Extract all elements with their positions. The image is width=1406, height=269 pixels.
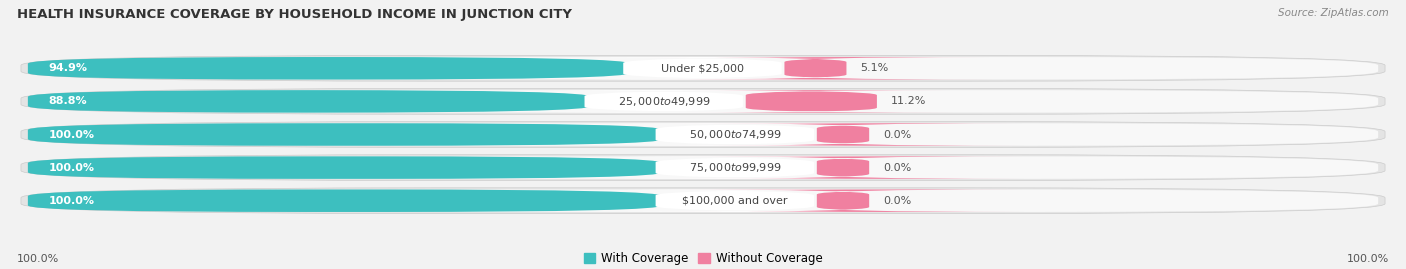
Text: Source: ZipAtlas.com: Source: ZipAtlas.com — [1278, 8, 1389, 18]
Text: $100,000 and over: $100,000 and over — [682, 196, 787, 206]
FancyBboxPatch shape — [28, 156, 1378, 179]
FancyBboxPatch shape — [21, 188, 1385, 214]
FancyBboxPatch shape — [21, 89, 1385, 114]
FancyBboxPatch shape — [28, 156, 662, 179]
Text: $50,000 to $74,999: $50,000 to $74,999 — [689, 128, 782, 141]
Text: Under $25,000: Under $25,000 — [661, 63, 744, 73]
FancyBboxPatch shape — [21, 155, 1385, 180]
Text: 5.1%: 5.1% — [860, 63, 889, 73]
Text: 100.0%: 100.0% — [48, 129, 94, 140]
Text: HEALTH INSURANCE COVERAGE BY HOUSEHOLD INCOME IN JUNCTION CITY: HEALTH INSURANCE COVERAGE BY HOUSEHOLD I… — [17, 8, 572, 21]
FancyBboxPatch shape — [28, 90, 592, 113]
FancyBboxPatch shape — [28, 189, 1378, 212]
FancyBboxPatch shape — [28, 123, 1378, 146]
FancyBboxPatch shape — [21, 55, 1385, 81]
FancyBboxPatch shape — [28, 57, 630, 80]
Legend: With Coverage, Without Coverage: With Coverage, Without Coverage — [579, 247, 827, 269]
FancyBboxPatch shape — [567, 123, 904, 146]
FancyBboxPatch shape — [28, 123, 662, 146]
Text: 0.0%: 0.0% — [883, 162, 911, 173]
Text: 100.0%: 100.0% — [17, 254, 59, 264]
Text: 88.8%: 88.8% — [48, 96, 87, 107]
FancyBboxPatch shape — [495, 90, 832, 113]
Text: $25,000 to $49,999: $25,000 to $49,999 — [617, 95, 710, 108]
Text: $75,000 to $99,999: $75,000 to $99,999 — [689, 161, 782, 174]
FancyBboxPatch shape — [567, 189, 904, 212]
Text: 100.0%: 100.0% — [48, 162, 94, 173]
FancyBboxPatch shape — [28, 189, 662, 212]
Text: 0.0%: 0.0% — [883, 129, 911, 140]
FancyBboxPatch shape — [662, 123, 1024, 146]
FancyBboxPatch shape — [640, 57, 991, 80]
FancyBboxPatch shape — [662, 156, 1024, 179]
Text: 94.9%: 94.9% — [48, 63, 87, 73]
Text: 0.0%: 0.0% — [883, 196, 911, 206]
Text: 100.0%: 100.0% — [48, 196, 94, 206]
Text: 100.0%: 100.0% — [1347, 254, 1389, 264]
FancyBboxPatch shape — [28, 57, 1378, 80]
FancyBboxPatch shape — [21, 122, 1385, 147]
FancyBboxPatch shape — [534, 57, 872, 80]
FancyBboxPatch shape — [671, 90, 952, 113]
FancyBboxPatch shape — [28, 90, 1378, 113]
FancyBboxPatch shape — [662, 189, 1024, 212]
FancyBboxPatch shape — [567, 156, 904, 179]
Text: 11.2%: 11.2% — [890, 96, 927, 107]
